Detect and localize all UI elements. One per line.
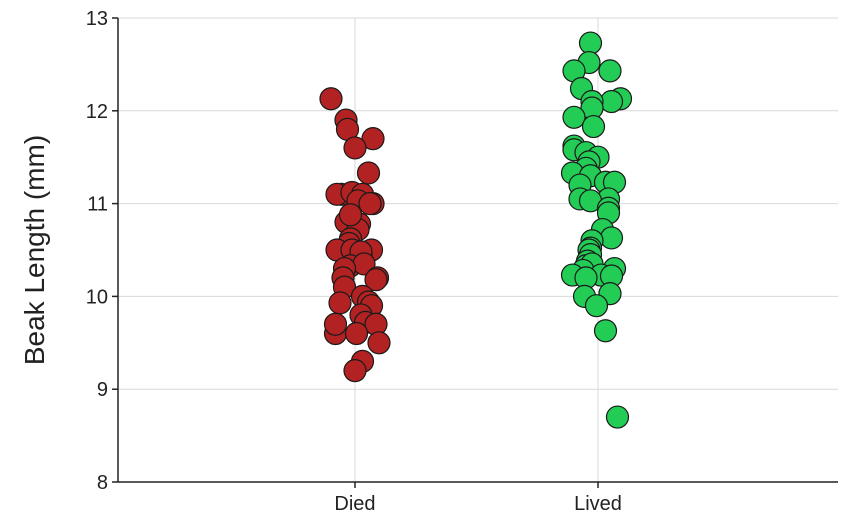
y-tick-label: 9 xyxy=(97,379,108,401)
data-point-died xyxy=(344,321,369,346)
y-axis-title: Beak Length (mm) xyxy=(19,135,50,365)
data-point-died xyxy=(361,127,385,151)
data-point-died xyxy=(358,192,382,216)
data-point-died xyxy=(319,87,343,111)
x-tick-label-died: Died xyxy=(334,493,375,515)
data-point-died xyxy=(367,331,391,355)
data-point-lived xyxy=(581,114,606,139)
data-point-lived xyxy=(578,31,603,55)
x-tick-label-lived: Lived xyxy=(574,493,622,515)
data-point-died xyxy=(356,161,381,185)
y-tick-label: 8 xyxy=(97,472,108,494)
data-point-lived xyxy=(584,294,609,318)
data-point-died xyxy=(343,359,367,383)
data-point-lived xyxy=(599,226,624,250)
y-tick-label: 12 xyxy=(86,101,108,123)
data-point-lived xyxy=(562,105,586,129)
data-point-died xyxy=(338,203,363,227)
labels-layer: 8 9 10 11 12 13 Died Lived xyxy=(86,8,622,515)
data-point-lived xyxy=(599,89,624,114)
data-point-lived xyxy=(593,319,618,343)
y-tick-label: 13 xyxy=(86,8,108,30)
data-point-died xyxy=(364,268,388,292)
grid-layer xyxy=(118,17,838,482)
data-point-died xyxy=(343,136,367,160)
axes-layer xyxy=(117,18,838,483)
data-point-lived xyxy=(598,59,622,83)
data-point-died xyxy=(328,291,352,315)
data-point-died xyxy=(323,312,348,336)
y-tick-label: 11 xyxy=(87,194,108,216)
y-tick-label: 10 xyxy=(86,286,108,308)
data-point-lived xyxy=(605,405,630,429)
points-layer xyxy=(319,31,633,429)
